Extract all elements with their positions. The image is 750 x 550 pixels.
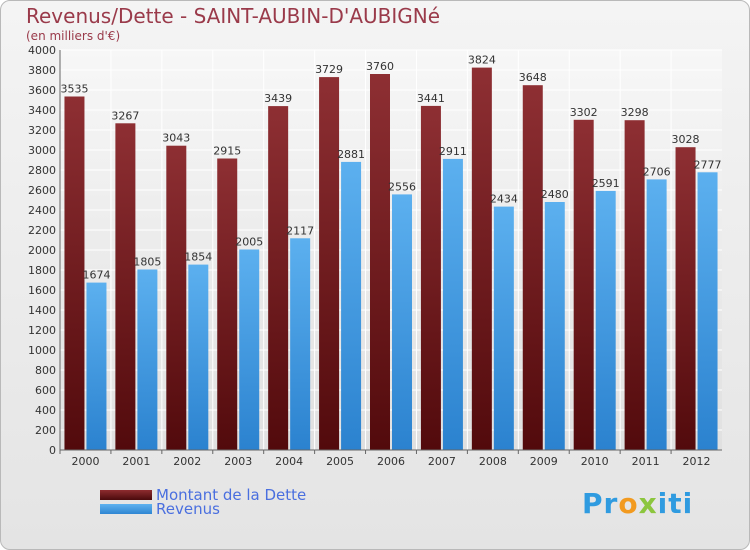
bar-revenus bbox=[239, 249, 260, 450]
y-tick-label: 1800 bbox=[28, 264, 56, 277]
y-tick-label: 400 bbox=[35, 404, 56, 417]
data-label-dette: 3824 bbox=[468, 54, 496, 67]
bar-dette bbox=[166, 145, 187, 450]
y-tick-label: 4000 bbox=[28, 44, 56, 57]
data-label-revenus: 1854 bbox=[184, 251, 212, 264]
legend-item-revenus: Revenus bbox=[100, 500, 220, 518]
data-label-revenus: 2117 bbox=[286, 224, 314, 237]
y-tick-label: 1000 bbox=[28, 344, 56, 357]
data-label-dette: 2915 bbox=[213, 145, 241, 158]
legend-swatch-dette bbox=[100, 490, 152, 500]
data-label-dette: 3535 bbox=[60, 83, 88, 96]
data-label-revenus: 2881 bbox=[337, 148, 365, 161]
bar-dette bbox=[217, 158, 238, 450]
chart-subtitle: (en milliers d'€) bbox=[26, 29, 121, 43]
data-label-revenus: 2706 bbox=[643, 165, 671, 178]
y-tick-label: 1600 bbox=[28, 284, 56, 297]
x-tick-label: 2004 bbox=[275, 455, 303, 468]
x-tick-label: 2006 bbox=[377, 455, 405, 468]
bar-revenus bbox=[595, 190, 616, 450]
legend-swatch-revenus bbox=[100, 504, 152, 514]
y-tick-label: 200 bbox=[35, 424, 56, 437]
y-tick-label: 2800 bbox=[28, 164, 56, 177]
data-label-revenus: 2556 bbox=[388, 180, 416, 193]
x-tick-label: 2000 bbox=[71, 455, 99, 468]
x-tick-label: 2009 bbox=[530, 455, 558, 468]
x-tick-label: 2010 bbox=[581, 455, 609, 468]
bar-revenus bbox=[646, 179, 667, 450]
legend-label-revenus: Revenus bbox=[156, 500, 220, 518]
bar-dette bbox=[624, 120, 645, 450]
data-label-dette: 3729 bbox=[315, 63, 343, 76]
bar-revenus bbox=[544, 202, 565, 450]
data-label-dette: 3441 bbox=[417, 92, 445, 105]
x-tick-label: 2001 bbox=[122, 455, 150, 468]
y-tick-label: 3200 bbox=[28, 124, 56, 137]
x-tick-label: 2011 bbox=[632, 455, 660, 468]
bar-revenus bbox=[392, 194, 412, 450]
bar-dette bbox=[115, 123, 136, 451]
y-tick-label: 2400 bbox=[28, 204, 56, 217]
x-tick-label: 2005 bbox=[326, 455, 354, 468]
data-label-revenus: 2591 bbox=[592, 177, 620, 190]
x-tick-label: 2008 bbox=[479, 455, 507, 468]
y-tick-label: 2000 bbox=[28, 244, 56, 257]
y-tick-label: 2200 bbox=[28, 224, 56, 237]
bar-dette bbox=[471, 67, 492, 450]
proxiti-logo: Proxiti bbox=[582, 487, 694, 520]
data-label-dette: 3760 bbox=[366, 60, 394, 73]
data-label-revenus: 2911 bbox=[439, 145, 467, 158]
data-label-dette: 3043 bbox=[162, 132, 190, 145]
data-label-revenus: 1674 bbox=[82, 269, 110, 282]
bar-revenus bbox=[442, 158, 463, 450]
x-tick-label: 2007 bbox=[428, 455, 456, 468]
data-label-dette: 3302 bbox=[570, 106, 598, 119]
bar-revenus bbox=[137, 269, 158, 450]
legend-label-dette: Montant de la Dette bbox=[156, 486, 307, 504]
bar-dette bbox=[370, 74, 390, 450]
data-label-revenus: 1805 bbox=[133, 256, 161, 269]
data-label-revenus: 2434 bbox=[490, 193, 518, 206]
y-tick-label: 3600 bbox=[28, 84, 56, 97]
data-label-dette: 3298 bbox=[621, 106, 649, 119]
bar-dette bbox=[420, 105, 441, 451]
y-tick-label: 3000 bbox=[28, 144, 56, 157]
data-label-dette: 3028 bbox=[672, 133, 700, 146]
bar-revenus bbox=[86, 282, 107, 450]
bar-revenus bbox=[188, 264, 209, 450]
bar-dette bbox=[268, 106, 289, 450]
y-tick-label: 600 bbox=[35, 384, 56, 397]
data-label-dette: 3267 bbox=[111, 109, 139, 122]
bar-revenus bbox=[290, 238, 311, 450]
data-label-revenus: 2480 bbox=[541, 188, 569, 201]
bar-dette bbox=[573, 119, 594, 451]
chart-title: Revenus/Dette - SAINT-AUBIN-D'AUBIGNé bbox=[26, 4, 441, 28]
bar-dette bbox=[675, 147, 696, 450]
y-tick-label: 2600 bbox=[28, 184, 56, 197]
bar-dette bbox=[319, 77, 340, 450]
y-tick-label: 0 bbox=[49, 444, 56, 457]
x-tick-label: 2002 bbox=[173, 455, 201, 468]
data-label-revenus: 2005 bbox=[235, 236, 263, 249]
y-tick-label: 3800 bbox=[28, 64, 56, 77]
data-label-revenus: 2777 bbox=[694, 158, 722, 171]
data-label-dette: 3439 bbox=[264, 92, 292, 105]
x-tick-label: 2012 bbox=[683, 455, 711, 468]
data-label-dette: 3648 bbox=[519, 71, 547, 84]
y-tick-label: 1400 bbox=[28, 304, 56, 317]
x-tick-label: 2003 bbox=[224, 455, 252, 468]
bar-revenus bbox=[341, 161, 362, 450]
bar-dette bbox=[522, 85, 543, 450]
y-tick-label: 800 bbox=[35, 364, 56, 377]
bar-revenus bbox=[697, 172, 718, 451]
bar-revenus bbox=[493, 206, 514, 450]
legend-item-dette: Montant de la Dette bbox=[100, 486, 307, 504]
bar-dette bbox=[64, 96, 85, 450]
y-tick-label: 1200 bbox=[28, 324, 56, 337]
y-tick-label: 3400 bbox=[28, 104, 56, 117]
